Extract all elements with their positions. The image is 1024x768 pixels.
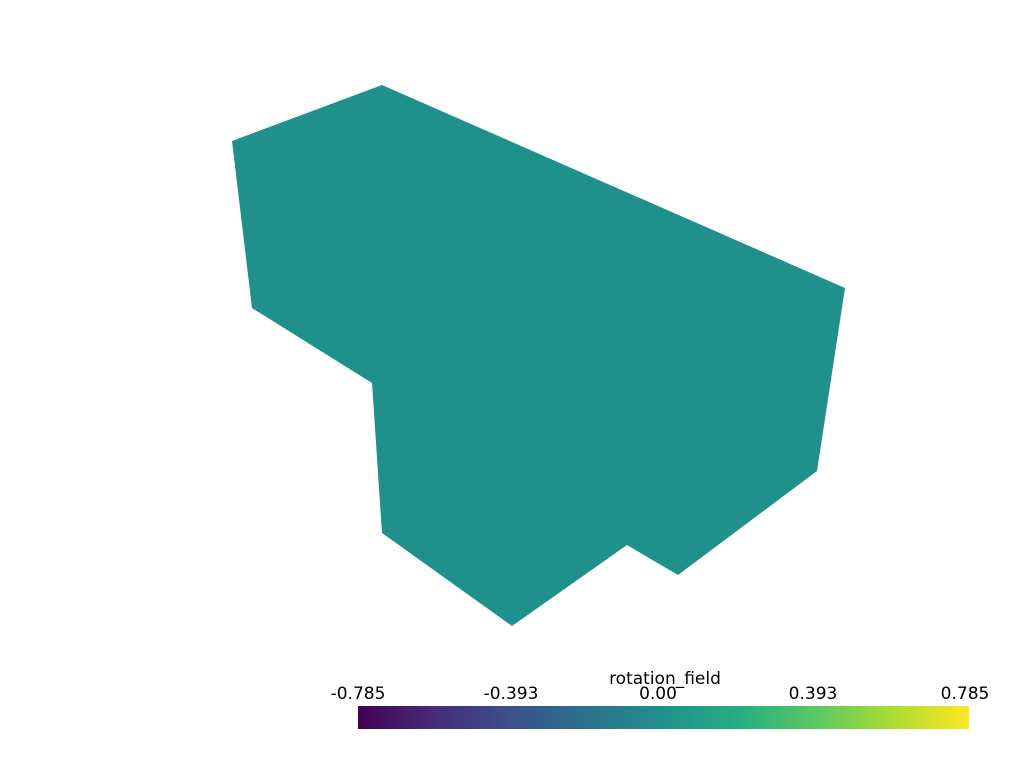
- scalar-bar-tick-mid: 0.00: [639, 684, 677, 704]
- scalar-bar-title: rotation_field: [609, 669, 721, 689]
- scalar-bar-tick-min: -0.785: [330, 684, 386, 704]
- scalar-bar-gradient: [358, 706, 969, 729]
- scalar-bar-tick-low: -0.393: [483, 684, 539, 704]
- scalar-bar-tick-max: 0.785: [940, 684, 990, 704]
- mesh-surface: [232, 85, 845, 626]
- scalar-bar-tick-high: 0.393: [788, 684, 838, 704]
